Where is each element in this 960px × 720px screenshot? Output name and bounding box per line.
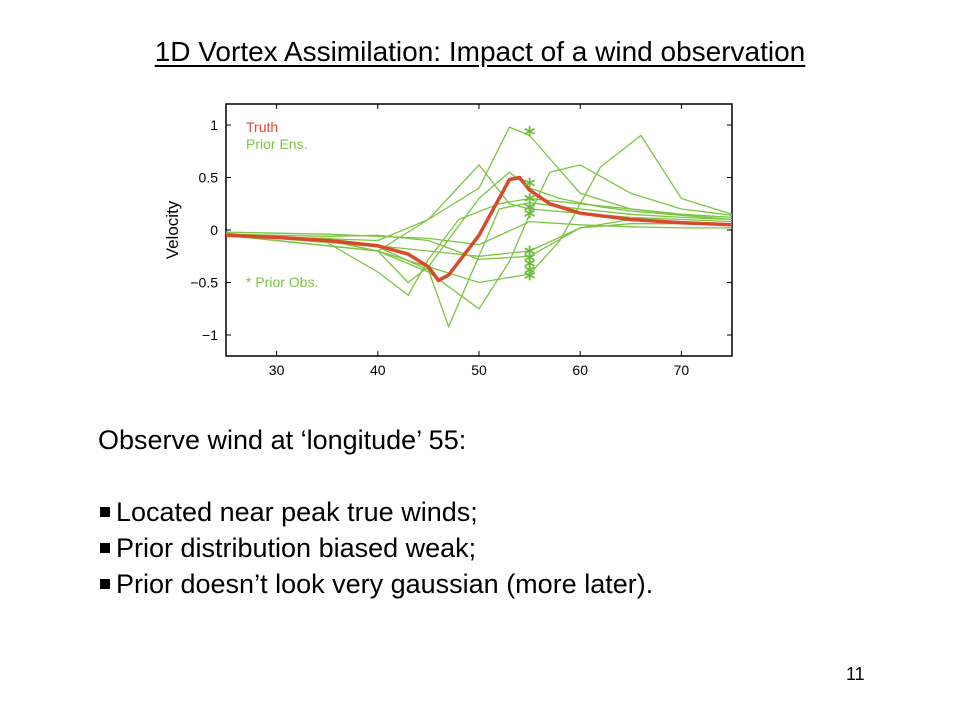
slide-title: 1D Vortex Assimilation: Impact of a wind… <box>154 36 806 67</box>
prior-ensemble-line <box>226 126 732 252</box>
x-tick-label: 70 <box>674 362 690 378</box>
prior-ensemble-line <box>226 163 732 242</box>
body-heading: Observe wind at ‘longitude’ 55: <box>98 425 467 455</box>
x-tick-label: 50 <box>471 362 487 378</box>
y-axis-label: Velocity <box>163 200 182 259</box>
prior-obs-marker: * <box>524 267 536 292</box>
chart-axes: 30 40 50 60 70 1 0.5 0 −0.5 −1 Velocity <box>163 103 733 378</box>
legend-prior-obs: * Prior Obs. <box>246 274 318 290</box>
prior-obs-marker: * <box>524 175 536 200</box>
bullet-item: Prior distribution biased weak; <box>98 530 653 566</box>
prior-obs-marker: * <box>524 262 536 287</box>
x-tick-label: 60 <box>572 362 588 378</box>
bullet-square-icon <box>100 543 110 553</box>
bullet-list: Located near peak true winds; Prior dist… <box>98 494 653 602</box>
prior-obs-markers: ********** <box>524 123 536 292</box>
legend-truth: Truth <box>246 119 278 135</box>
prior-obs-marker: * <box>524 191 536 216</box>
prior-obs-marker: * <box>524 243 536 268</box>
prior-ensemble-line <box>226 164 732 310</box>
bullet-square-icon <box>100 507 110 517</box>
prior-obs-marker: * <box>524 205 536 230</box>
prior-obs-marker: * <box>524 256 536 281</box>
prior-obs-marker: * <box>524 249 536 274</box>
x-tick-label: 30 <box>269 362 285 378</box>
bullet-text: Located near peak true winds; <box>116 497 478 527</box>
truth-line <box>226 175 732 283</box>
prior-ensemble-line <box>226 134 732 284</box>
bullet-text: Prior doesn’t look very gaussian (more l… <box>116 569 654 599</box>
prior-ensemble-line <box>226 223 732 261</box>
bullet-item: Prior doesn’t look very gaussian (more l… <box>98 566 653 602</box>
y-tick-label: −0.5 <box>190 275 218 291</box>
bullet-square-icon <box>100 579 110 589</box>
truth-line-group <box>226 175 732 283</box>
y-tick-label: 0.5 <box>199 170 219 186</box>
y-tick-label: 1 <box>210 117 218 133</box>
prior-obs-marker: * <box>524 123 536 148</box>
y-tick-label: 0 <box>210 222 218 238</box>
bullet-item: Located near peak true winds; <box>98 494 653 530</box>
y-tick-label: −1 <box>202 327 218 343</box>
page-number: 11 <box>846 664 865 684</box>
bullet-text: Prior distribution biased weak; <box>116 533 477 563</box>
x-tick-label: 40 <box>370 362 386 378</box>
prior-ensemble-lines <box>226 126 732 329</box>
body-text: Observe wind at ‘longitude’ 55: Located … <box>98 422 653 602</box>
prior-obs-marker: * <box>524 199 536 224</box>
legend-prior-ens: Prior Ens. <box>246 136 307 152</box>
